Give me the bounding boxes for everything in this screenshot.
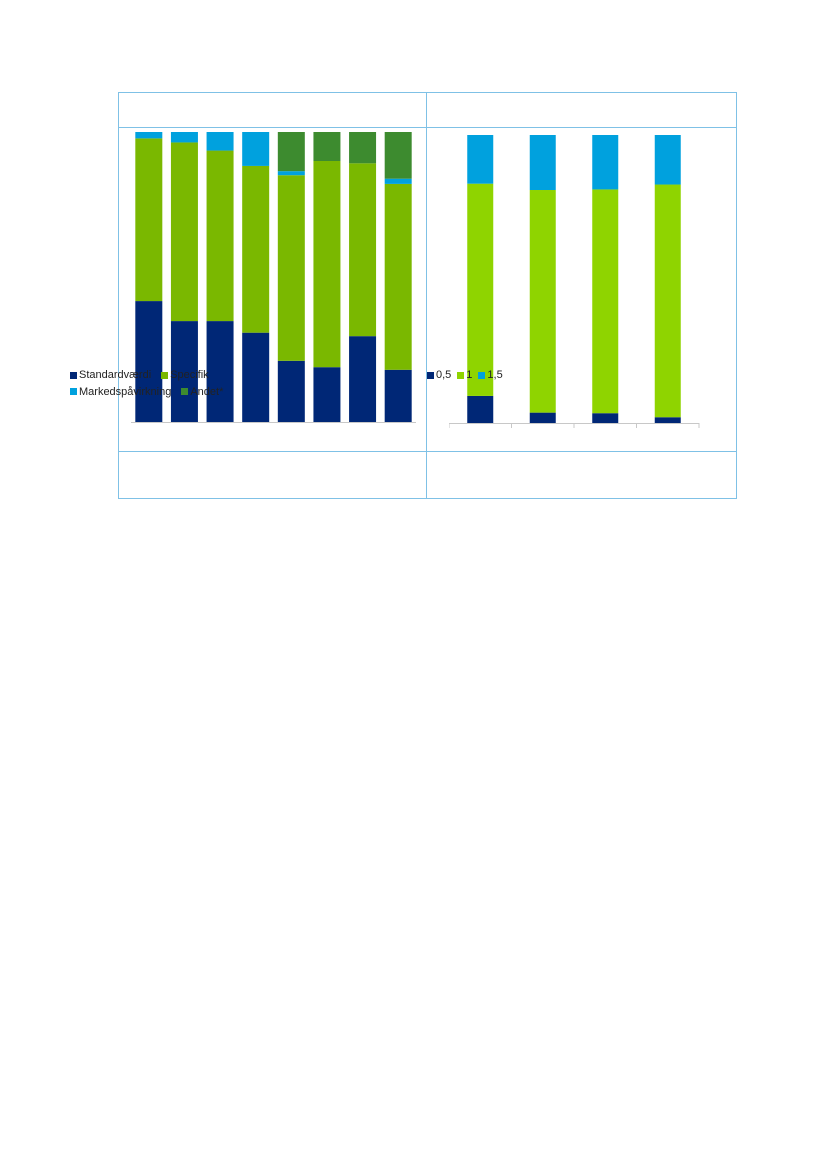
right-legend-item-3: 1,5: [478, 367, 503, 383]
left-bar-4-series-3: [242, 132, 270, 166]
left-bar-3-series-1: [206, 321, 234, 422]
chart-figure: [118, 92, 737, 499]
left-bar-2-series-3: [170, 132, 198, 143]
right-chart-legend: 0,5 1 1,5: [427, 367, 509, 384]
left-bar-7-series-4: [349, 132, 377, 164]
legend-label: Specifik: [170, 369, 209, 381]
left-bar-5-series-1: [277, 360, 305, 422]
legend-divider: [119, 451, 736, 452]
right-bar-4-series-3: [654, 135, 681, 185]
left-chart-title: [119, 99, 426, 123]
left-stacked-bar-chart: [131, 132, 416, 423]
legend-swatch: [427, 371, 434, 379]
right-chart-title: [427, 99, 738, 123]
panel-divider: [426, 93, 427, 498]
header-divider: [119, 127, 736, 128]
left-bar-2-series-1: [170, 321, 198, 422]
right-bar-3-series-2: [592, 189, 619, 414]
right-legend-item-1: 0,5: [427, 367, 451, 383]
right-bar-3-series-3: [592, 135, 619, 190]
left-bar-5-series-4: [277, 132, 305, 172]
legend-label: 1: [466, 369, 473, 381]
left-bar-1-series-3: [135, 132, 163, 139]
right-bar-2-series-1: [529, 412, 556, 423]
left-bar-8-series-1: [384, 369, 412, 422]
right-bar-4-series-1: [654, 417, 681, 423]
left-bar-5-series-3: [277, 171, 305, 176]
left-bar-4-series-1: [242, 332, 270, 422]
left-bar-8-series-3: [384, 178, 412, 184]
left-legend-item-4: Andet*: [181, 384, 223, 400]
right-legend-item-2: 1: [457, 367, 472, 383]
left-bar-8-series-2: [384, 183, 412, 370]
legend-label: 1,5: [487, 369, 503, 381]
left-bar-1-series-2: [135, 138, 163, 302]
legend-label: Markedspåvirkning: [79, 385, 172, 398]
left-bar-5-series-2: [277, 175, 305, 361]
left-bar-8-series-4: [384, 132, 412, 179]
left-bar-6-series-4: [313, 132, 341, 161]
legend-swatch: [478, 371, 486, 379]
legend-swatch: [70, 371, 77, 379]
right-bar-2-series-3: [529, 135, 556, 191]
right-stacked-bar-chart: [449, 135, 700, 428]
left-bar-7-series-1: [349, 336, 377, 422]
left-bar-6-series-2: [313, 161, 341, 368]
left-legend-item-2: Specifik: [161, 367, 209, 383]
legend-swatch: [161, 371, 169, 379]
left-bar-3-series-3: [206, 132, 234, 151]
legend-label: Standardværdi: [79, 369, 152, 381]
right-bar-4-series-2: [654, 184, 681, 418]
legend-swatch: [70, 388, 77, 395]
left-bar-1-series-1: [135, 301, 163, 422]
left-bar-7-series-2: [349, 163, 377, 337]
legend-swatch: [457, 371, 465, 379]
left-legend-item-3: Markedspåvirkning: [70, 384, 171, 400]
right-bar-1-series-3: [467, 135, 494, 184]
legend-label: Andet*: [190, 385, 224, 398]
right-bar-1-series-2: [467, 183, 494, 396]
legend-swatch: [181, 388, 189, 395]
left-chart-legend: Standardværdi Specifik Markedspåvirkning An…: [70, 367, 260, 400]
right-bar-1-series-1: [467, 395, 494, 423]
legend-label: 0,5: [436, 369, 452, 381]
left-bar-6-series-1: [313, 367, 341, 422]
left-bar-4-series-2: [242, 165, 270, 333]
left-bar-2-series-2: [170, 142, 198, 322]
left-bar-3-series-2: [206, 150, 234, 322]
right-bar-3-series-1: [592, 413, 619, 423]
right-bar-2-series-2: [529, 190, 556, 413]
left-legend-item-1: Standardværdi: [70, 367, 151, 383]
